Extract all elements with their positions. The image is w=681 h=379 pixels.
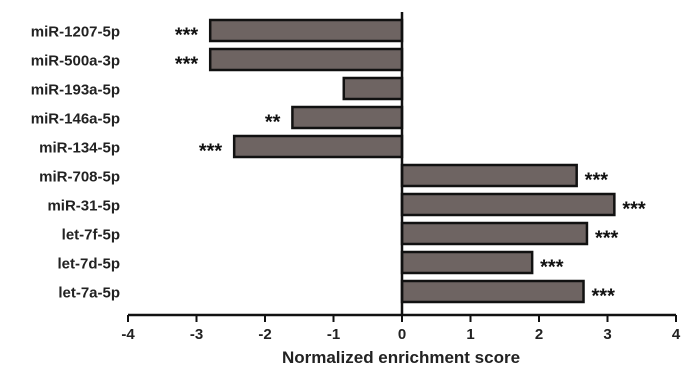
significance-label: *** <box>175 25 199 47</box>
bar-miR-708-5p <box>400 163 578 188</box>
x-tick-label: -4 <box>121 326 135 343</box>
bar-miR-193a-5p <box>342 76 404 101</box>
category-label: miR-500a-3p <box>31 53 120 70</box>
category-label: miR-31-5p <box>47 198 120 215</box>
category-label: miR-1207-5p <box>31 24 120 41</box>
significance-label: *** <box>199 141 223 163</box>
bar-miR-31-5p <box>400 192 616 217</box>
significance-label: *** <box>175 54 199 76</box>
bar-miR-134-5p <box>232 134 404 159</box>
x-tick-label: 4 <box>672 326 681 343</box>
x-tick-label: -1 <box>327 326 340 343</box>
bar-let-7d-5p <box>400 250 534 275</box>
axes-layer: -4 -3 -2 -1 0 1 2 3 4 <box>121 12 681 343</box>
bar-let-7f-5p <box>400 221 589 246</box>
significance-label: *** <box>585 170 609 192</box>
bar-miR-146a-5p <box>291 105 404 130</box>
x-tick-label: -2 <box>258 326 271 343</box>
category-label: let-7d-5p <box>57 256 120 273</box>
category-label: let-7f-5p <box>62 227 120 244</box>
labels-layer: miR-1207-5p *** miR-500a-3p *** miR-193a-5p m… <box>31 24 646 308</box>
bar-miR-500a-3p <box>208 47 404 72</box>
category-label: miR-193a-5p <box>31 82 120 99</box>
category-label: miR-146a-5p <box>31 111 120 128</box>
x-tick-label: 2 <box>535 326 543 343</box>
significance-label: *** <box>595 228 619 250</box>
significance-label: *** <box>592 286 616 308</box>
bar-miR-1207-5p <box>208 18 404 43</box>
x-tick-label: -3 <box>190 326 203 343</box>
significance-label: *** <box>622 199 646 221</box>
significance-label: *** <box>540 257 564 279</box>
category-label: miR-134-5p <box>39 140 120 157</box>
x-tick-label: 3 <box>603 326 611 343</box>
x-axis-title: Normalized enrichment score <box>282 348 520 367</box>
bar-let-7a-5p <box>400 279 585 304</box>
x-tick-label: 0 <box>398 326 406 343</box>
significance-label: ** <box>265 112 281 134</box>
category-label: miR-708-5p <box>39 169 120 186</box>
x-tick-label: 1 <box>466 326 474 343</box>
category-label: let-7a-5p <box>58 285 120 302</box>
